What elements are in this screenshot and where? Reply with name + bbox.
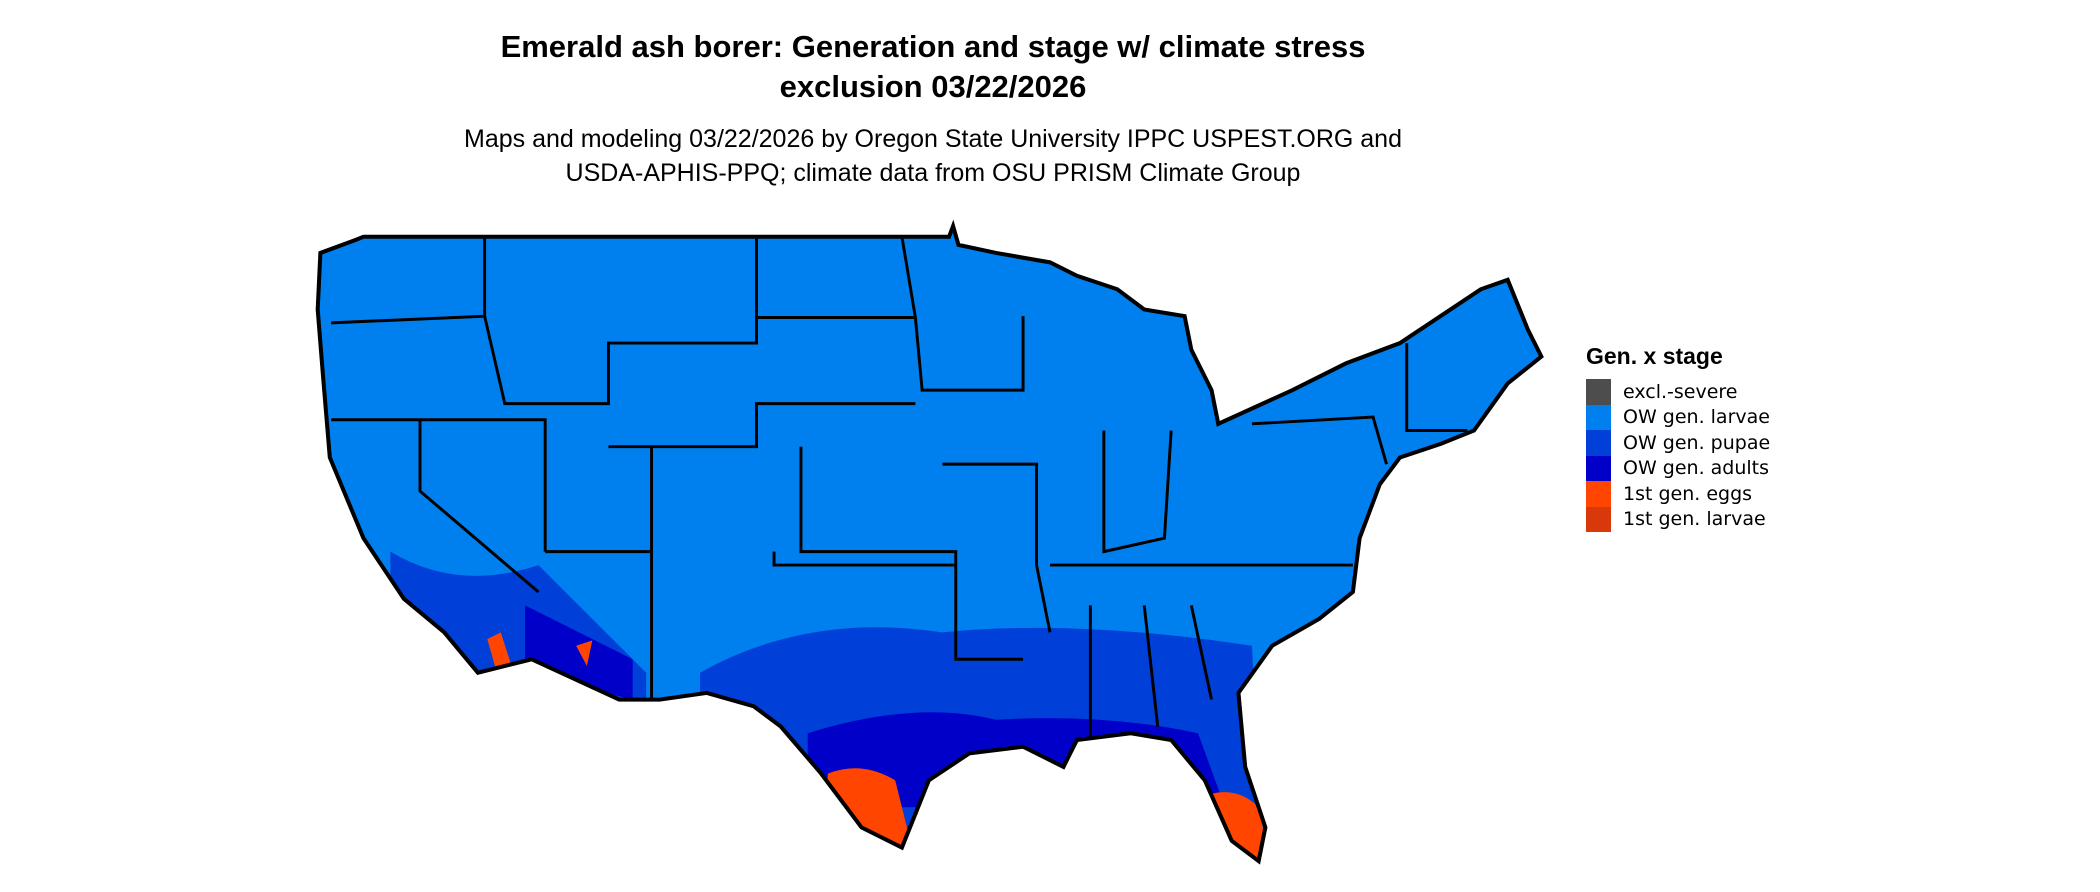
legend-label: OW gen. adults bbox=[1623, 457, 1770, 480]
legend-label: 1st gen. larvae bbox=[1623, 508, 1766, 531]
map-title-line1: Emerald ash borer: Generation and stage … bbox=[500, 29, 1366, 64]
region-1st-eggs-ca bbox=[487, 632, 512, 668]
legend-item: excl.-severe bbox=[1586, 379, 1770, 405]
legend-label: 1st gen. eggs bbox=[1623, 482, 1753, 505]
legend-item: 1st gen. larvae bbox=[1586, 506, 1770, 532]
legend-swatch bbox=[1586, 455, 1611, 481]
legend-label: OW gen. pupae bbox=[1623, 431, 1771, 454]
stage-regions bbox=[317, 226, 1542, 862]
legend: Gen. x stage excl.-severe OW gen. larvae O… bbox=[1586, 343, 1770, 532]
legend-item: OW gen. pupae bbox=[1586, 430, 1770, 456]
legend-title: Gen. x stage bbox=[1586, 343, 1723, 369]
legend-swatch bbox=[1586, 404, 1611, 430]
legend-swatch bbox=[1586, 481, 1611, 507]
region-1st-eggs-az bbox=[576, 640, 593, 666]
legend-swatch bbox=[1586, 379, 1611, 405]
legend-item: OW gen. larvae bbox=[1586, 404, 1770, 430]
legend-item: OW gen. adults bbox=[1586, 455, 1770, 481]
region-ow-pupae bbox=[700, 627, 1266, 862]
state-borders bbox=[318, 226, 1542, 861]
legend-item: 1st gen. eggs bbox=[1586, 481, 1770, 507]
legend-swatch bbox=[1586, 506, 1611, 532]
legend-label: excl.-severe bbox=[1623, 380, 1738, 403]
region-ow-larvae bbox=[317, 226, 1542, 862]
map-subtitle-line2: USDA-APHIS-PPQ; climate data from OSU PR… bbox=[565, 159, 1301, 187]
legend-label: OW gen. larvae bbox=[1623, 406, 1770, 429]
map-title-line2: exclusion 03/22/2026 bbox=[779, 69, 1087, 104]
map-subtitle-line1: Maps and modeling 03/22/2026 by Oregon S… bbox=[464, 125, 1402, 153]
legend-swatch bbox=[1586, 430, 1611, 456]
